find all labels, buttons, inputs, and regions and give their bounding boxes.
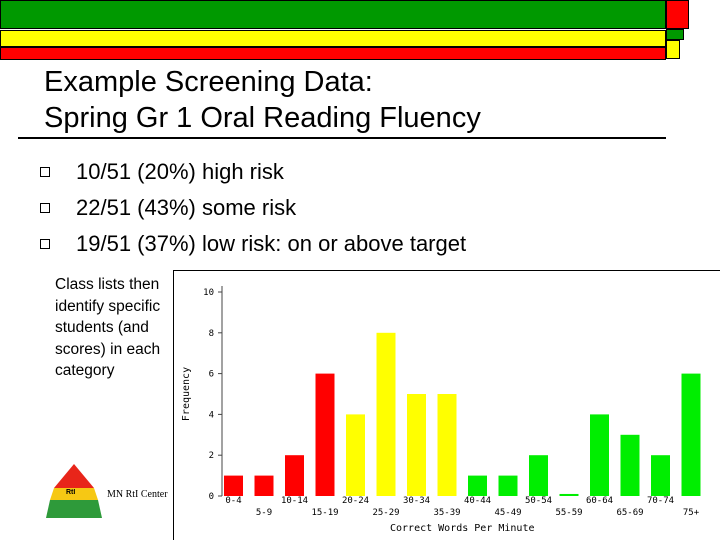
bullet-text: 19/51 (37%) low risk: on or above target — [76, 231, 467, 256]
title-underline — [18, 137, 666, 139]
bar-15-19 — [315, 373, 335, 496]
y-tick-label: 8 — [209, 329, 214, 339]
bar-5-9 — [254, 475, 274, 496]
logo-tier-yellow — [50, 488, 98, 500]
x-tick-label: 70-74 — [647, 496, 674, 506]
corner-block-yellow — [666, 40, 680, 59]
bullet-text: 10/51 (20%) high risk — [76, 159, 284, 184]
bar-35-39 — [437, 394, 457, 496]
bar-25-29 — [376, 332, 396, 496]
x-tick-label: 65-69 — [616, 508, 643, 518]
bar-60-64 — [590, 414, 609, 496]
x-tick-label: 75+ — [683, 508, 700, 518]
x-tick-label: 50-54 — [525, 496, 552, 506]
mn-rti-logo: RtI — [46, 464, 102, 518]
logo-caption: MN RtI Center — [107, 489, 168, 500]
x-axis-label: Correct Words Per Minute — [390, 523, 535, 534]
header-band-green — [0, 0, 666, 29]
bar-20-24 — [346, 414, 365, 496]
square-bullet-icon — [40, 167, 50, 177]
x-tick-label: 55-59 — [555, 508, 582, 518]
bar-10-14 — [285, 455, 304, 496]
bar-70-74 — [651, 455, 670, 496]
x-tick-label: 10-14 — [281, 496, 308, 506]
slide-title-line-2: Spring Gr 1 Oral Reading Fluency — [44, 102, 481, 134]
y-tick-label: 4 — [209, 410, 214, 420]
chart-frame — [173, 270, 720, 540]
bar-30-34 — [407, 394, 426, 496]
y-tick-label: 10 — [203, 288, 214, 298]
header-band-yellow — [0, 30, 666, 47]
x-tick-label: 25-29 — [372, 508, 399, 518]
bullet-item: 10/51 (20%) high risk — [40, 154, 466, 190]
x-tick-label: 5-9 — [256, 508, 272, 518]
bar-45-49 — [498, 475, 518, 496]
logo-tier-green — [46, 500, 102, 518]
bullet-text: 22/51 (43%) some risk — [76, 195, 297, 220]
x-tick-label: 45-49 — [494, 508, 521, 518]
x-tick-label: 15-19 — [311, 508, 338, 518]
bar-50-54 — [529, 455, 548, 496]
y-axis-label: Frequency — [181, 367, 192, 421]
bar-65-69 — [620, 434, 640, 496]
x-tick-label: 0-4 — [225, 496, 241, 506]
x-tick-label: 30-34 — [403, 496, 430, 506]
y-tick-label: 6 — [209, 370, 214, 380]
bar-55-59 — [559, 493, 579, 496]
y-tick-label: 0 — [209, 492, 214, 502]
x-tick-label: 40-44 — [464, 496, 491, 506]
corner-block-red — [666, 0, 689, 29]
logo-text: RtI — [66, 489, 75, 496]
header-band-red — [0, 47, 666, 60]
bullet-item: 22/51 (43%) some risk — [40, 190, 466, 226]
corner-block-green — [666, 29, 684, 40]
slide-title: Example Screening Data: Spring Gr 1 Oral… — [44, 64, 604, 136]
bar-0-4 — [224, 475, 243, 496]
square-bullet-icon — [40, 203, 50, 213]
side-note: Class lists then identify specific stude… — [55, 276, 161, 380]
bar-40-44 — [468, 475, 487, 496]
square-bullet-icon — [40, 239, 50, 249]
bullet-item: 19/51 (37%) low risk: on or above target — [40, 226, 466, 262]
slide-title-line-1: Example Screening Data: — [44, 66, 373, 98]
x-tick-label: 35-39 — [433, 508, 460, 518]
bullet-list: 10/51 (20%) high risk 22/51 (43%) some r… — [40, 154, 466, 262]
y-tick-label: 2 — [209, 451, 214, 461]
logo-tier-red — [54, 464, 94, 488]
x-tick-label: 60-64 — [586, 496, 613, 506]
bar-75+ — [681, 373, 701, 496]
x-tick-label: 20-24 — [342, 496, 369, 506]
